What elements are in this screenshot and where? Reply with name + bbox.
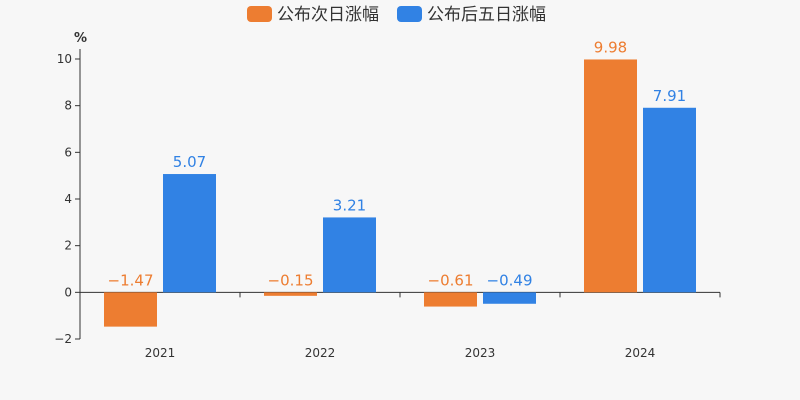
- legend-label-1[interactable]: 公布次日涨幅: [277, 5, 379, 25]
- data-label: 9.98: [594, 38, 627, 56]
- x-tick-label: 2023: [465, 346, 496, 360]
- data-label: −1.47: [108, 271, 154, 289]
- bar-1-2023[interactable]: [424, 292, 477, 307]
- y-tick-label: 6: [64, 145, 72, 159]
- x-tick-label: 2021: [145, 346, 176, 360]
- bar-1-2024[interactable]: [584, 59, 637, 293]
- legend-label-2[interactable]: 公布后五日涨幅: [427, 5, 546, 25]
- y-tick-label: −2: [54, 332, 72, 346]
- legend: 公布次日涨幅 公布后五日涨幅: [247, 5, 546, 25]
- bar-2-2021[interactable]: [163, 174, 216, 293]
- bar-2-2023[interactable]: [483, 292, 536, 304]
- x-axis: 2021 2022 2023 2024: [79, 291, 721, 360]
- bar-1-2021[interactable]: [104, 292, 157, 327]
- data-label: 3.21: [333, 196, 366, 214]
- y-tick-label: 0: [64, 285, 72, 299]
- y-tick-label: 4: [64, 192, 72, 206]
- y-axis: 10 8 6 4 2 0 −2: [54, 49, 81, 346]
- x-tick-label: 2024: [625, 346, 656, 360]
- data-label: −0.49: [487, 271, 533, 289]
- legend-swatch-1[interactable]: [247, 6, 272, 22]
- data-label: −0.61: [428, 271, 474, 289]
- y-tick-label: 2: [64, 239, 72, 253]
- bar-2-2022[interactable]: [323, 217, 376, 293]
- bar-1-2022[interactable]: [264, 292, 317, 296]
- bar-2-2024[interactable]: [643, 107, 696, 293]
- x-tick-label: 2022: [305, 346, 336, 360]
- data-label: 5.07: [173, 153, 206, 171]
- y-axis-unit: %: [74, 31, 87, 46]
- data-label: 7.91: [653, 87, 686, 105]
- y-tick-label: 8: [64, 99, 72, 113]
- y-tick-label: 10: [57, 52, 72, 66]
- data-labels: −1.47 −0.15 −0.61 9.98 5.07 3.21 −0.49 7.91: [108, 38, 687, 289]
- data-label: −0.15: [268, 271, 314, 289]
- bars: [104, 59, 696, 327]
- legend-swatch-2[interactable]: [397, 6, 422, 22]
